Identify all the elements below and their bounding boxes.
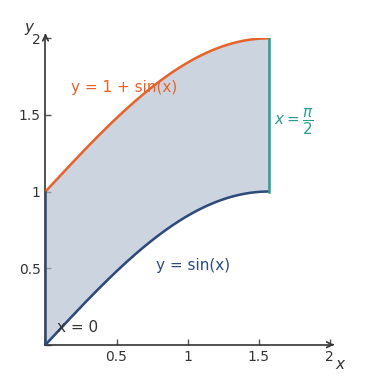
Text: x = 0: x = 0 — [57, 320, 98, 336]
Text: y: y — [24, 20, 33, 35]
Text: y = 1 + sin(x): y = 1 + sin(x) — [71, 80, 177, 95]
Text: $x = \dfrac{\pi}{2}$: $x = \dfrac{\pi}{2}$ — [274, 108, 314, 137]
Text: y = sin(x): y = sin(x) — [156, 257, 230, 273]
Text: x: x — [335, 357, 344, 372]
